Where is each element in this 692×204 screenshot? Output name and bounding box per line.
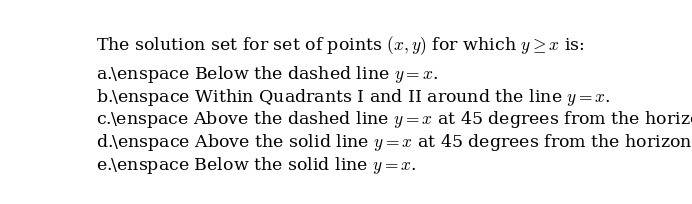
Text: e.\enspace Below the solid line $y = x$.: e.\enspace Below the solid line $y = x$. xyxy=(95,154,417,175)
Text: b.\enspace Within Quadrants I and II around the line $y = x$.: b.\enspace Within Quadrants I and II aro… xyxy=(95,86,610,107)
Text: c.\enspace Above the dashed line $y = x$ at 45 degrees from the horizontal axis.: c.\enspace Above the dashed line $y = x$… xyxy=(95,109,692,130)
Text: The solution set for set of points $(x, y)$ for which $y \geq x$ is:: The solution set for set of points $(x, … xyxy=(95,34,585,57)
Text: a.\enspace Below the dashed line $y = x$.: a.\enspace Below the dashed line $y = x$… xyxy=(95,64,438,84)
Text: d.\enspace Above the solid line $y = x$ at 45 degrees from the horizontal axis.: d.\enspace Above the solid line $y = x$ … xyxy=(95,131,692,152)
